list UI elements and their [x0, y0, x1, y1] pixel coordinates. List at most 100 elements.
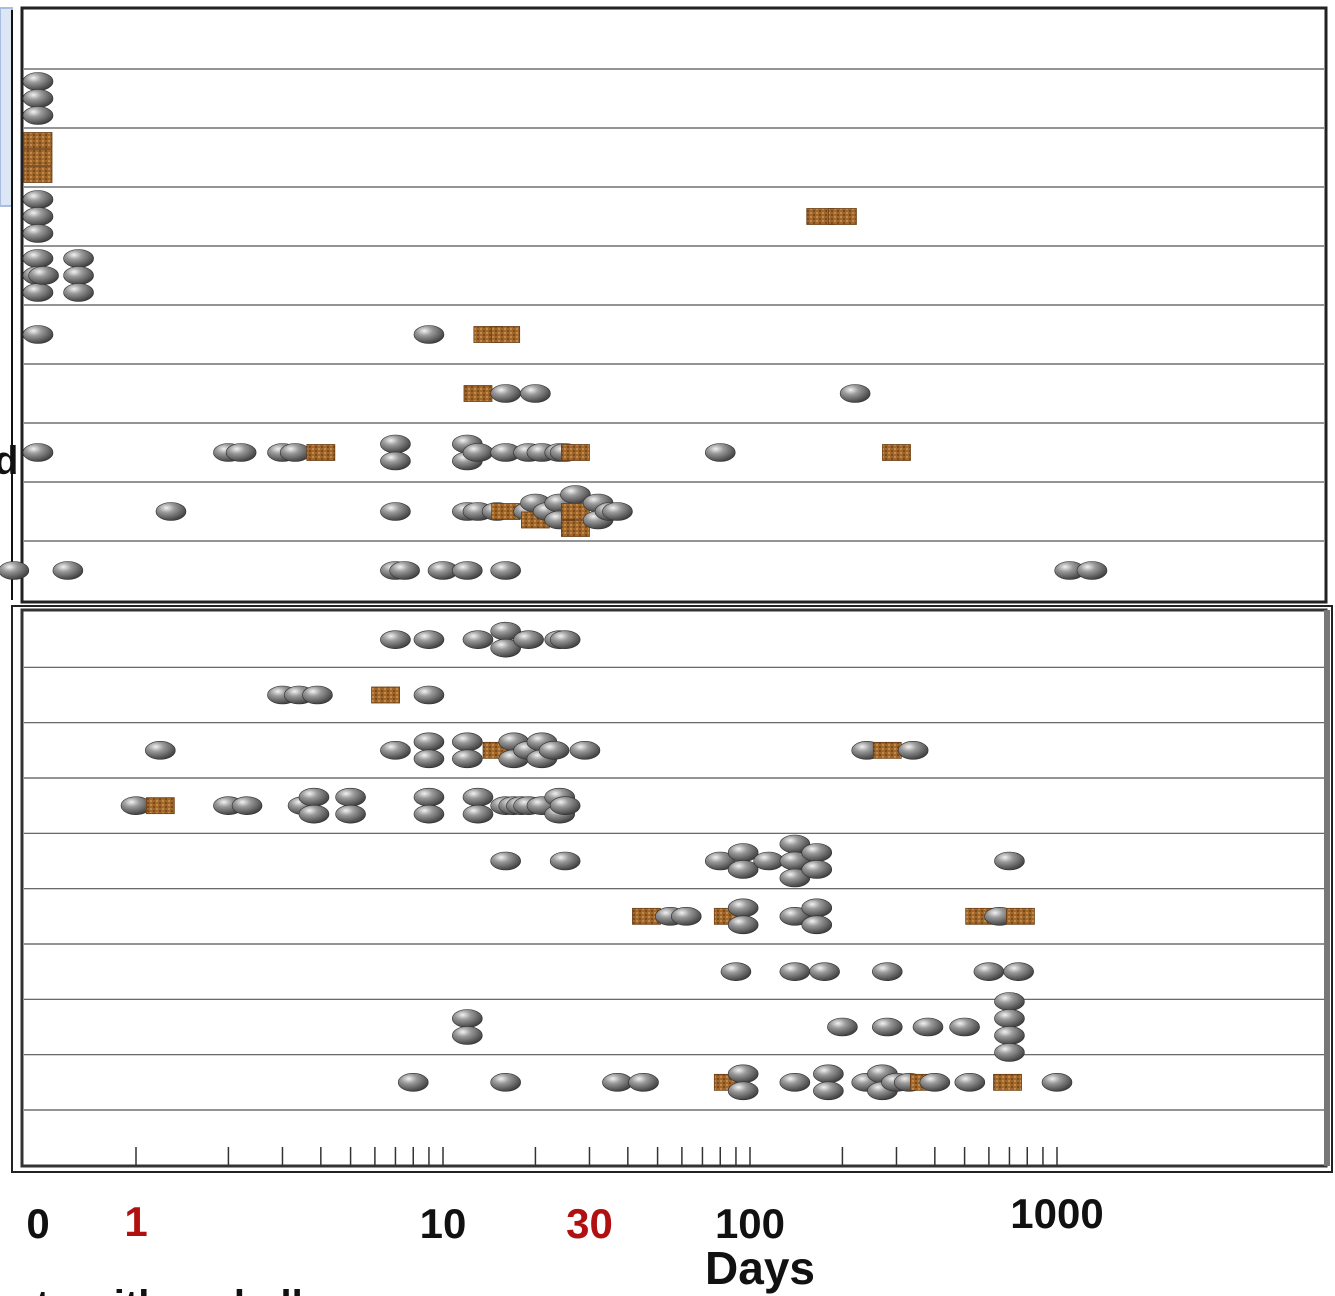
square-marker: [463, 385, 493, 402]
sphere-marker: [452, 732, 483, 752]
sphere-marker: [994, 851, 1025, 871]
sphere-marker: [452, 1026, 483, 1045]
square-marker: [145, 797, 175, 815]
sphere-marker: [63, 266, 94, 285]
sphere-marker: [380, 741, 411, 760]
sphere-marker: [628, 1073, 659, 1092]
square-marker: [23, 166, 53, 183]
sphere-marker: [22, 224, 54, 243]
sphere-marker: [462, 630, 494, 649]
sphere-marker: [1003, 962, 1034, 981]
sphere-marker: [549, 630, 581, 649]
sphere-marker: [413, 325, 445, 344]
sphere-marker: [994, 992, 1025, 1011]
sphere-marker: [1076, 561, 1108, 580]
x-tick-label: 1: [124, 1198, 147, 1245]
sphere-marker: [727, 915, 759, 935]
sphere-marker: [954, 1073, 986, 1092]
sphere-marker: [801, 915, 833, 935]
sphere-marker: [994, 1043, 1025, 1062]
sphere-marker: [225, 443, 257, 462]
square-marker: [993, 1073, 1022, 1091]
x-tick-label: 0: [26, 1200, 49, 1247]
square-marker: [561, 444, 590, 461]
sphere-marker: [413, 787, 445, 807]
sphere-marker: [720, 962, 752, 981]
sphere-marker: [949, 1017, 980, 1037]
square-marker: [491, 326, 521, 343]
sphere-marker: [973, 962, 1005, 981]
sphere-marker: [22, 325, 54, 344]
x-axis-label: Days: [705, 1242, 815, 1294]
sphere-marker: [298, 804, 330, 824]
sphere-marker: [919, 1073, 951, 1092]
sphere-marker: [779, 962, 811, 981]
sphere-marker: [389, 561, 420, 580]
sphere-marker: [397, 1073, 429, 1092]
sphere-marker: [549, 851, 581, 871]
sphere-marker: [22, 443, 54, 462]
sphere-marker: [994, 1026, 1025, 1045]
sphere-marker: [335, 787, 366, 807]
sphere-marker: [801, 843, 833, 862]
sphere-marker: [462, 443, 494, 462]
sphere-marker: [413, 732, 445, 752]
sphere-marker: [1041, 1073, 1073, 1092]
sphere-marker: [452, 749, 483, 769]
sphere-marker: [809, 962, 840, 981]
sphere-marker: [22, 89, 54, 108]
sphere-marker: [490, 851, 521, 871]
sphere-marker: [22, 106, 54, 125]
sphere-marker: [380, 434, 411, 454]
sphere-marker: [413, 749, 445, 769]
sphere-marker: [63, 283, 94, 302]
sphere-marker: [704, 443, 736, 462]
sphere-marker: [569, 741, 601, 760]
cropped-left-text: d: [0, 439, 18, 483]
sphere-marker: [670, 907, 702, 926]
sphere-marker: [994, 1009, 1025, 1028]
sphere-marker: [549, 796, 581, 815]
sphere-marker: [912, 1017, 944, 1037]
sphere-marker: [490, 638, 521, 658]
data-points: [0, 72, 1108, 1101]
sphere-marker: [538, 741, 570, 760]
sphere-marker: [839, 384, 871, 403]
sphere-marker: [602, 502, 633, 521]
sphere-marker: [753, 851, 784, 871]
sphere-marker: [490, 384, 521, 403]
sphere-marker: [813, 1064, 844, 1084]
square-marker: [306, 444, 336, 461]
sphere-marker: [827, 1017, 858, 1037]
sphere-marker: [779, 1073, 811, 1092]
sphere-marker: [145, 741, 176, 760]
sphere-marker: [279, 443, 311, 462]
square-marker: [872, 741, 902, 759]
left-blue-box: [0, 7, 13, 207]
sphere-marker: [413, 685, 445, 705]
sphere-marker: [727, 860, 759, 879]
x-tick-label: 10: [420, 1200, 467, 1247]
cropped-bottom-text: orts with rechallenge: [0, 1283, 396, 1296]
sphere-marker: [520, 384, 551, 403]
sphere-marker: [490, 561, 521, 580]
sphere-marker: [871, 1017, 903, 1037]
sphere-marker: [801, 860, 833, 879]
sphere-marker: [0, 561, 30, 580]
square-marker: [561, 520, 590, 537]
sphere-marker: [490, 1073, 521, 1092]
sphere-marker: [727, 898, 759, 918]
sphere-marker: [704, 851, 736, 871]
sphere-marker: [452, 1009, 483, 1028]
sphere-marker: [22, 249, 54, 268]
x-tick-labels: 0 1 10 30 100 1000: [26, 1190, 1103, 1247]
sphere-marker: [727, 843, 759, 862]
sphere-marker: [52, 561, 84, 580]
sphere-marker: [871, 962, 903, 981]
sphere-marker: [302, 685, 333, 705]
square-marker: [23, 132, 53, 149]
sphere-marker: [22, 190, 54, 209]
sphere-marker: [413, 630, 445, 649]
sphere-marker: [462, 804, 494, 824]
